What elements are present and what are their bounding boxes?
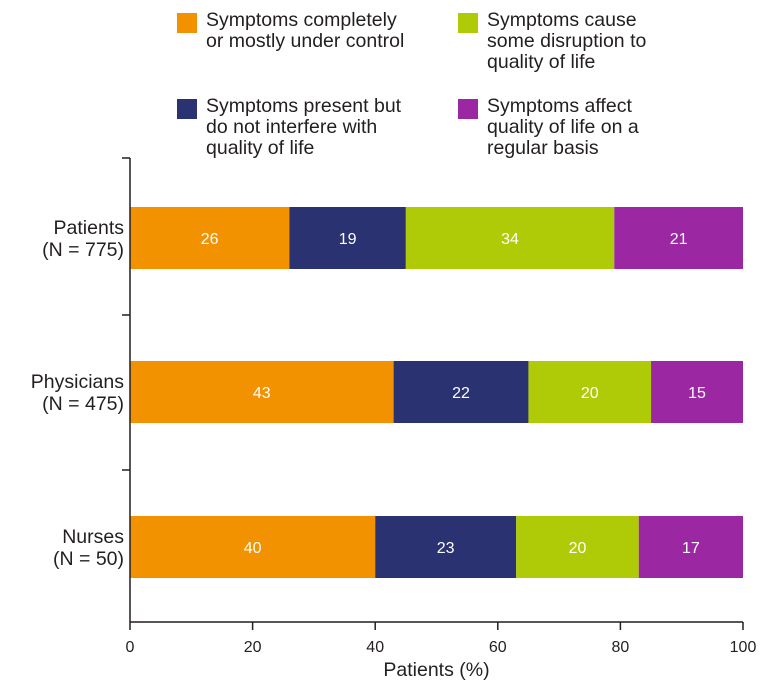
category-label: (N = 775) — [42, 239, 124, 261]
legend-label: Symptoms cause some disruption to qualit… — [487, 9, 647, 73]
legend-item: Symptoms affect quality of life on a reg… — [458, 96, 639, 159]
bar-segment — [405, 207, 615, 269]
legend-item: Symptoms completely or mostly under cont… — [177, 10, 404, 52]
category-label: Physicians — [31, 371, 124, 393]
data-label: 19 — [339, 231, 357, 248]
data-label: 43 — [253, 385, 271, 402]
legend-label: Symptoms affect quality of life on a reg… — [487, 95, 639, 159]
legend-label: Symptoms completely or mostly under cont… — [206, 9, 405, 52]
x-tick-label: 0 — [126, 639, 135, 656]
data-label: 26 — [201, 231, 219, 248]
bar-segment — [130, 516, 376, 578]
data-label: 20 — [581, 385, 599, 402]
x-tick-label: 40 — [366, 639, 384, 656]
data-label: 20 — [569, 540, 587, 557]
legend-label: Symptoms present but do not interfere wi… — [206, 95, 402, 159]
bars-layer: 26 19 34 21 Patients(N = 775) 43 22 20 15 Physici… — [31, 207, 743, 578]
x-axis-title: Patients (%) — [383, 659, 489, 681]
data-label: 40 — [244, 540, 262, 557]
bar-segment — [375, 516, 517, 578]
bar-segment — [528, 361, 652, 423]
bar-segment — [289, 207, 406, 269]
bar-segment — [614, 207, 743, 269]
data-label: 15 — [688, 385, 706, 402]
category-label: Patients — [54, 217, 125, 239]
bar-segment — [130, 207, 290, 269]
bar-segment — [516, 516, 639, 578]
legend-swatch — [177, 99, 197, 119]
category-label: Nurses — [62, 526, 124, 548]
legend-item: Symptoms present but do not interfere wi… — [177, 96, 401, 159]
x-tick-label: 80 — [612, 639, 630, 656]
data-label: 21 — [670, 231, 688, 248]
x-tick-label: 20 — [244, 639, 262, 656]
legend-swatch — [458, 13, 478, 33]
data-label: 34 — [501, 231, 519, 248]
data-label: 23 — [437, 540, 455, 557]
x-tick-label: 60 — [489, 639, 507, 656]
data-label: 22 — [452, 385, 470, 402]
category-label: (N = 50) — [53, 548, 124, 570]
axes-layer: 0 20 40 60 80 100 Patients (%) — [122, 157, 757, 681]
category-label: (N = 475) — [42, 393, 124, 415]
legend-item: Symptoms cause some disruption to qualit… — [458, 10, 646, 73]
legend-swatch — [458, 99, 478, 119]
bar-segment — [651, 361, 743, 423]
x-tick-label: 100 — [730, 639, 757, 656]
bar-segment — [130, 361, 394, 423]
legend-swatch — [177, 13, 197, 33]
bar-segment — [638, 516, 743, 578]
bar-segment — [393, 361, 529, 423]
data-label: 17 — [682, 540, 700, 557]
